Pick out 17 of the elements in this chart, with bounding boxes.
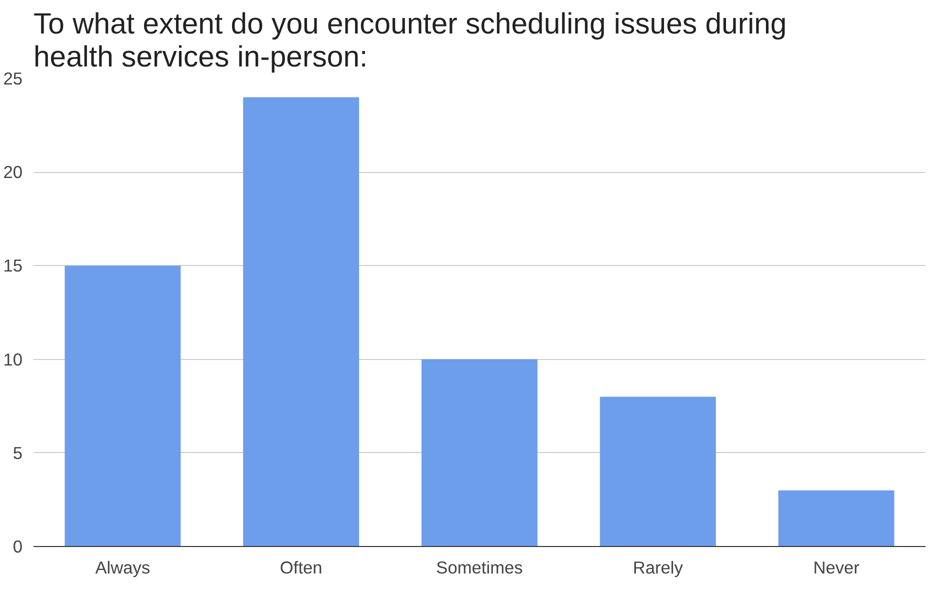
y-tick-label: 15	[3, 256, 23, 276]
bar	[422, 359, 538, 546]
x-tick-label: Often	[280, 558, 322, 578]
bar	[778, 490, 894, 546]
bar	[243, 97, 360, 546]
x-tick-label: Sometimes	[436, 558, 524, 578]
bar	[600, 396, 716, 546]
y-tick-label: 10	[3, 349, 23, 370]
x-tick-label: Rarely	[632, 558, 684, 578]
y-tick-label: 0	[12, 536, 23, 556]
y-tick-label: 25	[3, 68, 23, 88]
y-tick-label: 5	[12, 442, 23, 463]
chart-title: To what extent do you encounter scheduling issues during health services in-person:	[34, 8, 787, 74]
x-tick-label: Always	[95, 558, 150, 578]
y-tick-label: 20	[3, 162, 23, 182]
x-tick-label: Never	[813, 558, 860, 578]
bar	[64, 266, 181, 546]
